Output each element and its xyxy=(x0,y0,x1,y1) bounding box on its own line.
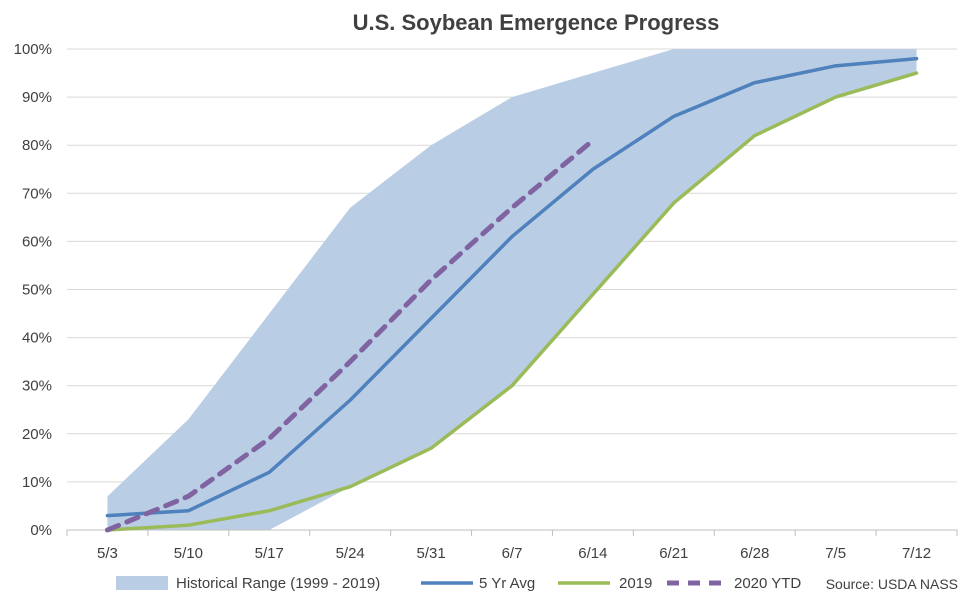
x-tick-labels: 5/3 5/10 5/17 5/24 5/31 6/7 6/14 6/21 6/28 7/5 7/1… xyxy=(97,545,931,562)
y-tick-label: 70% xyxy=(22,185,52,202)
x-tick-label: 7/5 xyxy=(825,545,846,562)
series-line-2019 xyxy=(105,71,919,532)
y-tick-label: 40% xyxy=(22,330,52,347)
y-tick-label: 90% xyxy=(22,89,52,106)
legend-swatch-historical-range xyxy=(116,576,168,590)
x-tick-label: 5/31 xyxy=(416,545,445,562)
chart-title: U.S. Soybean Emergence Progress xyxy=(353,10,720,35)
y-tick-label: 0% xyxy=(30,522,52,539)
series-line-2020-ytd xyxy=(104,137,596,533)
axes xyxy=(66,529,958,536)
x-tick-label: 5/17 xyxy=(255,545,284,562)
legend-label-2019: 2019 xyxy=(619,575,652,592)
y-tick-label: 80% xyxy=(22,137,52,154)
y-tick-label: 30% xyxy=(22,378,52,395)
historical-range-polygon xyxy=(107,49,917,530)
legend-label-2020-ytd: 2020 YTD xyxy=(734,575,801,592)
y-tick-label: 100% xyxy=(14,41,52,58)
y-tick-label: 20% xyxy=(22,426,52,443)
series-lines xyxy=(104,56,919,533)
legend-label-5-yr-avg: 5 Yr Avg xyxy=(479,575,535,592)
x-tick-label: 6/7 xyxy=(502,545,523,562)
y-tick-label: 60% xyxy=(22,233,52,250)
series-line-5-yr-avg xyxy=(105,56,919,518)
x-tick-label: 6/14 xyxy=(578,545,607,562)
y-tick-labels: 0% 10% 20% 30% 40% 50% 60% 70% 80% 90% 100% xyxy=(14,41,52,539)
y-tick-label: 10% xyxy=(22,474,52,491)
source-note: Source: USDA NASS xyxy=(826,576,958,592)
legend: Historical Range (1999 - 2019) 5 Yr Avg 20… xyxy=(116,575,801,592)
x-tick-label: 7/12 xyxy=(902,545,931,562)
x-tick-label: 5/24 xyxy=(336,545,365,562)
x-tick-label: 6/21 xyxy=(659,545,688,562)
historical-range-area xyxy=(107,49,917,530)
legend-label-historical-range: Historical Range (1999 - 2019) xyxy=(176,575,380,592)
x-tick-label: 5/3 xyxy=(97,545,118,562)
x-tick-label: 5/10 xyxy=(174,545,203,562)
x-tick-label: 6/28 xyxy=(740,545,769,562)
y-tick-label: 50% xyxy=(22,282,52,299)
